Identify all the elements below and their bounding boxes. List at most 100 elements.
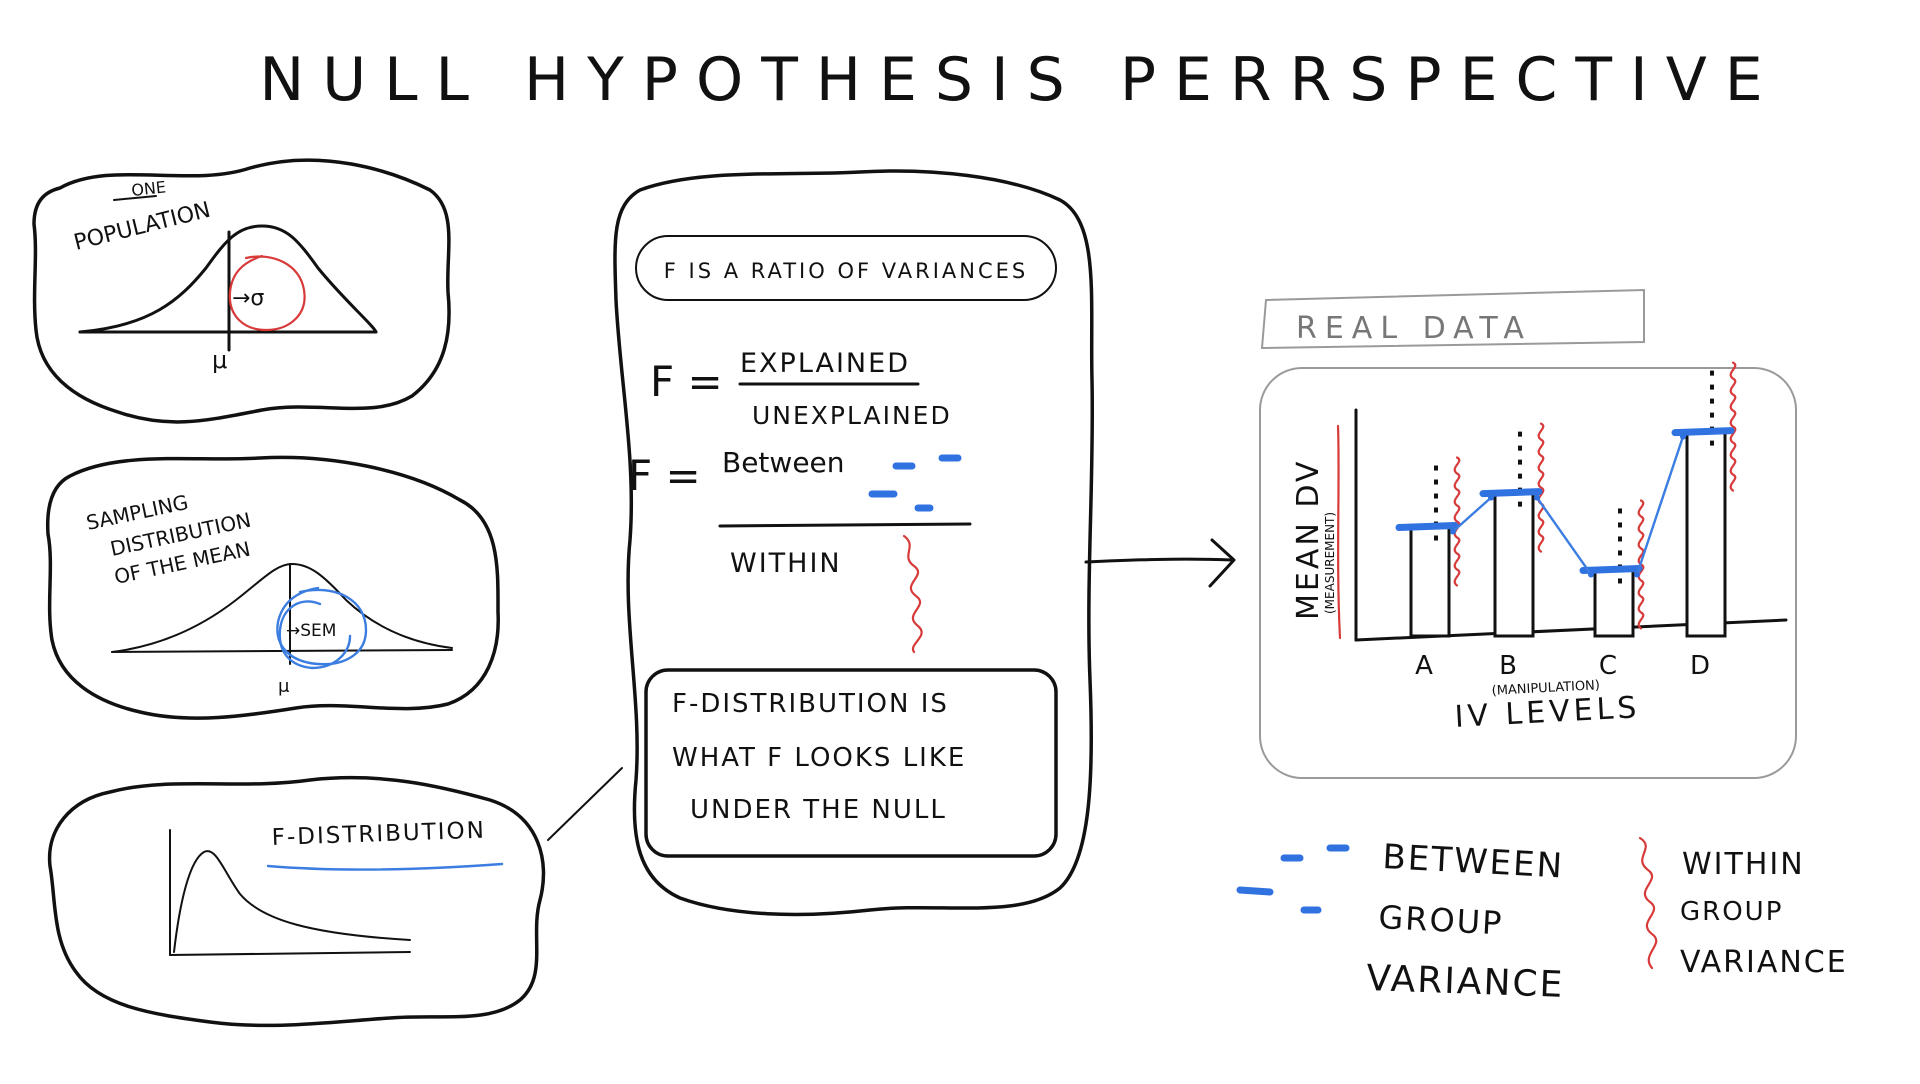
sampling-normal-curve — [111, 563, 453, 653]
between-arrow-head — [1634, 571, 1640, 578]
mean-marker-b — [1479, 488, 1543, 498]
spread-dot — [1618, 578, 1622, 584]
mean-marker-a — [1395, 522, 1459, 532]
spread-dot — [1434, 493, 1438, 499]
ratio-banner-text: F IS A RATIO OF VARIANCES — [664, 259, 1029, 283]
legend-within-line2: GROUP — [1680, 897, 1783, 927]
denominator-within: WITHIN — [730, 548, 842, 579]
between-arrow — [1635, 435, 1685, 576]
center-to-data-arrow — [1084, 538, 1236, 588]
sem-circle-overlap — [278, 600, 352, 670]
real-data-panel: REAL DATA MEAN DV (MEASUREMENT) A B C D (MA… — [1259, 288, 1797, 779]
spread-dot — [1518, 473, 1522, 479]
y-axis-red-accent — [1336, 424, 1342, 640]
spread-dot — [1618, 536, 1622, 542]
population-cloud — [32, 158, 451, 424]
legend-between-line2: GROUP — [1378, 898, 1505, 942]
spread-dot — [1710, 412, 1714, 418]
f-symbol-2: F = — [628, 451, 701, 500]
sem-label: →SEM — [286, 621, 336, 641]
spread-dot — [1434, 507, 1438, 513]
between-arrow — [1535, 496, 1593, 576]
denominator-unexplained: UNEXPLAINED — [752, 401, 952, 430]
legend-within-line3: VARIANCE — [1680, 945, 1848, 980]
spread-dot — [1518, 445, 1522, 451]
page-title: NULL HYPOTHESIS PERRSPECTIVE — [259, 45, 1780, 115]
center-panel: F IS A RATIO OF VARIANCES F = EXPLAINED … — [613, 169, 1095, 917]
spread-dot — [1710, 384, 1714, 390]
null-info-line1: F-DISTRIBUTION IS — [672, 689, 949, 719]
sigma-circle — [228, 254, 306, 332]
one-label: ONE — [130, 177, 166, 200]
spread-dot — [1434, 479, 1438, 485]
between-arrow — [1451, 496, 1493, 533]
f-symbol-1: F = — [650, 357, 723, 406]
real-data-tab — [1260, 288, 1645, 350]
f-distribution-panel: F-DISTRIBUTION — [47, 767, 623, 1028]
spread-dot — [1434, 465, 1438, 471]
x-axis-sublabel: (MANIPULATION) — [1491, 678, 1600, 699]
bar-c — [1593, 568, 1635, 638]
population-normal-curve — [78, 224, 378, 334]
f-dist-curve — [173, 850, 411, 953]
f-dist-x-axis — [169, 951, 411, 956]
x-tick-label-c: C — [1599, 651, 1617, 681]
f-distribution-underline — [266, 862, 504, 871]
numerator-explained: EXPLAINED — [740, 348, 910, 379]
x-tick-label-d: D — [1690, 651, 1710, 681]
within-squiggle-b — [1537, 422, 1545, 553]
spread-dot — [1434, 535, 1438, 541]
bar-a — [1409, 526, 1451, 638]
mean-marker-d — [1671, 427, 1735, 437]
sampling-panel: SAMPLING DISTRIBUTION OF THE MEAN →SEM μ — [45, 455, 500, 720]
within-squiggle-d — [1729, 361, 1737, 492]
between-arrow-head — [1488, 494, 1494, 501]
spread-dot — [1518, 459, 1522, 465]
population-panel: ONE POPULATION →σ μ — [32, 158, 451, 424]
spread-dot — [1618, 550, 1622, 556]
y-axis-sublabel: (MEASUREMENT) — [1323, 512, 1337, 614]
spread-dot — [1518, 431, 1522, 437]
between-arrow-head — [1680, 433, 1686, 440]
one-underline — [113, 195, 157, 201]
population-mu-label: μ — [212, 346, 227, 374]
legend: BETWEEN GROUP VARIANCE WITHIN GROUP VARI… — [1236, 836, 1848, 1006]
spread-dot — [1710, 440, 1714, 446]
sampling-mu-label: μ — [278, 676, 290, 697]
within-squiggle-a — [1453, 456, 1461, 587]
sampling-cloud — [45, 455, 500, 720]
bar-b — [1493, 492, 1535, 638]
between-arrow-head — [1588, 571, 1594, 578]
f-dist-connector — [547, 767, 623, 841]
between-arrow-head — [1534, 494, 1540, 501]
null-info-line2: WHAT F LOOKS LIKE — [672, 743, 966, 773]
legend-within-line1: WITHIN — [1682, 847, 1805, 882]
sigma-label: →σ — [232, 286, 264, 311]
bars-group: A B C D — [1395, 361, 1737, 681]
spread-dot — [1710, 398, 1714, 404]
legend-between-line3: VARIANCE — [1366, 958, 1565, 1006]
spread-dot — [1618, 522, 1622, 528]
within-squiggle — [902, 534, 923, 654]
numerator-between: Between — [722, 446, 845, 479]
y-axis-label: MEAN DV — [1291, 459, 1326, 620]
legend-between-line1: BETWEEN — [1382, 837, 1565, 886]
sem-circle — [276, 586, 368, 666]
legend-between-mark-3 — [1236, 886, 1274, 896]
spread-dot — [1518, 501, 1522, 507]
spread-dot — [1710, 370, 1714, 376]
ratio-banner — [635, 235, 1057, 301]
real-data-tab-label: REAL DATA — [1296, 311, 1532, 346]
null-info-box — [644, 668, 1058, 858]
bar-d — [1685, 431, 1727, 638]
x-tick-label-a: A — [1415, 651, 1433, 681]
legend-within-squiggle — [1638, 836, 1658, 970]
f-distribution-cloud — [47, 775, 546, 1028]
null-info-line3: UNDER THE NULL — [690, 795, 947, 825]
mean-marker-c — [1579, 564, 1643, 574]
fraction-bar-2 — [718, 522, 972, 528]
x-tick-label-b: B — [1499, 651, 1517, 681]
spread-dot — [1618, 508, 1622, 514]
